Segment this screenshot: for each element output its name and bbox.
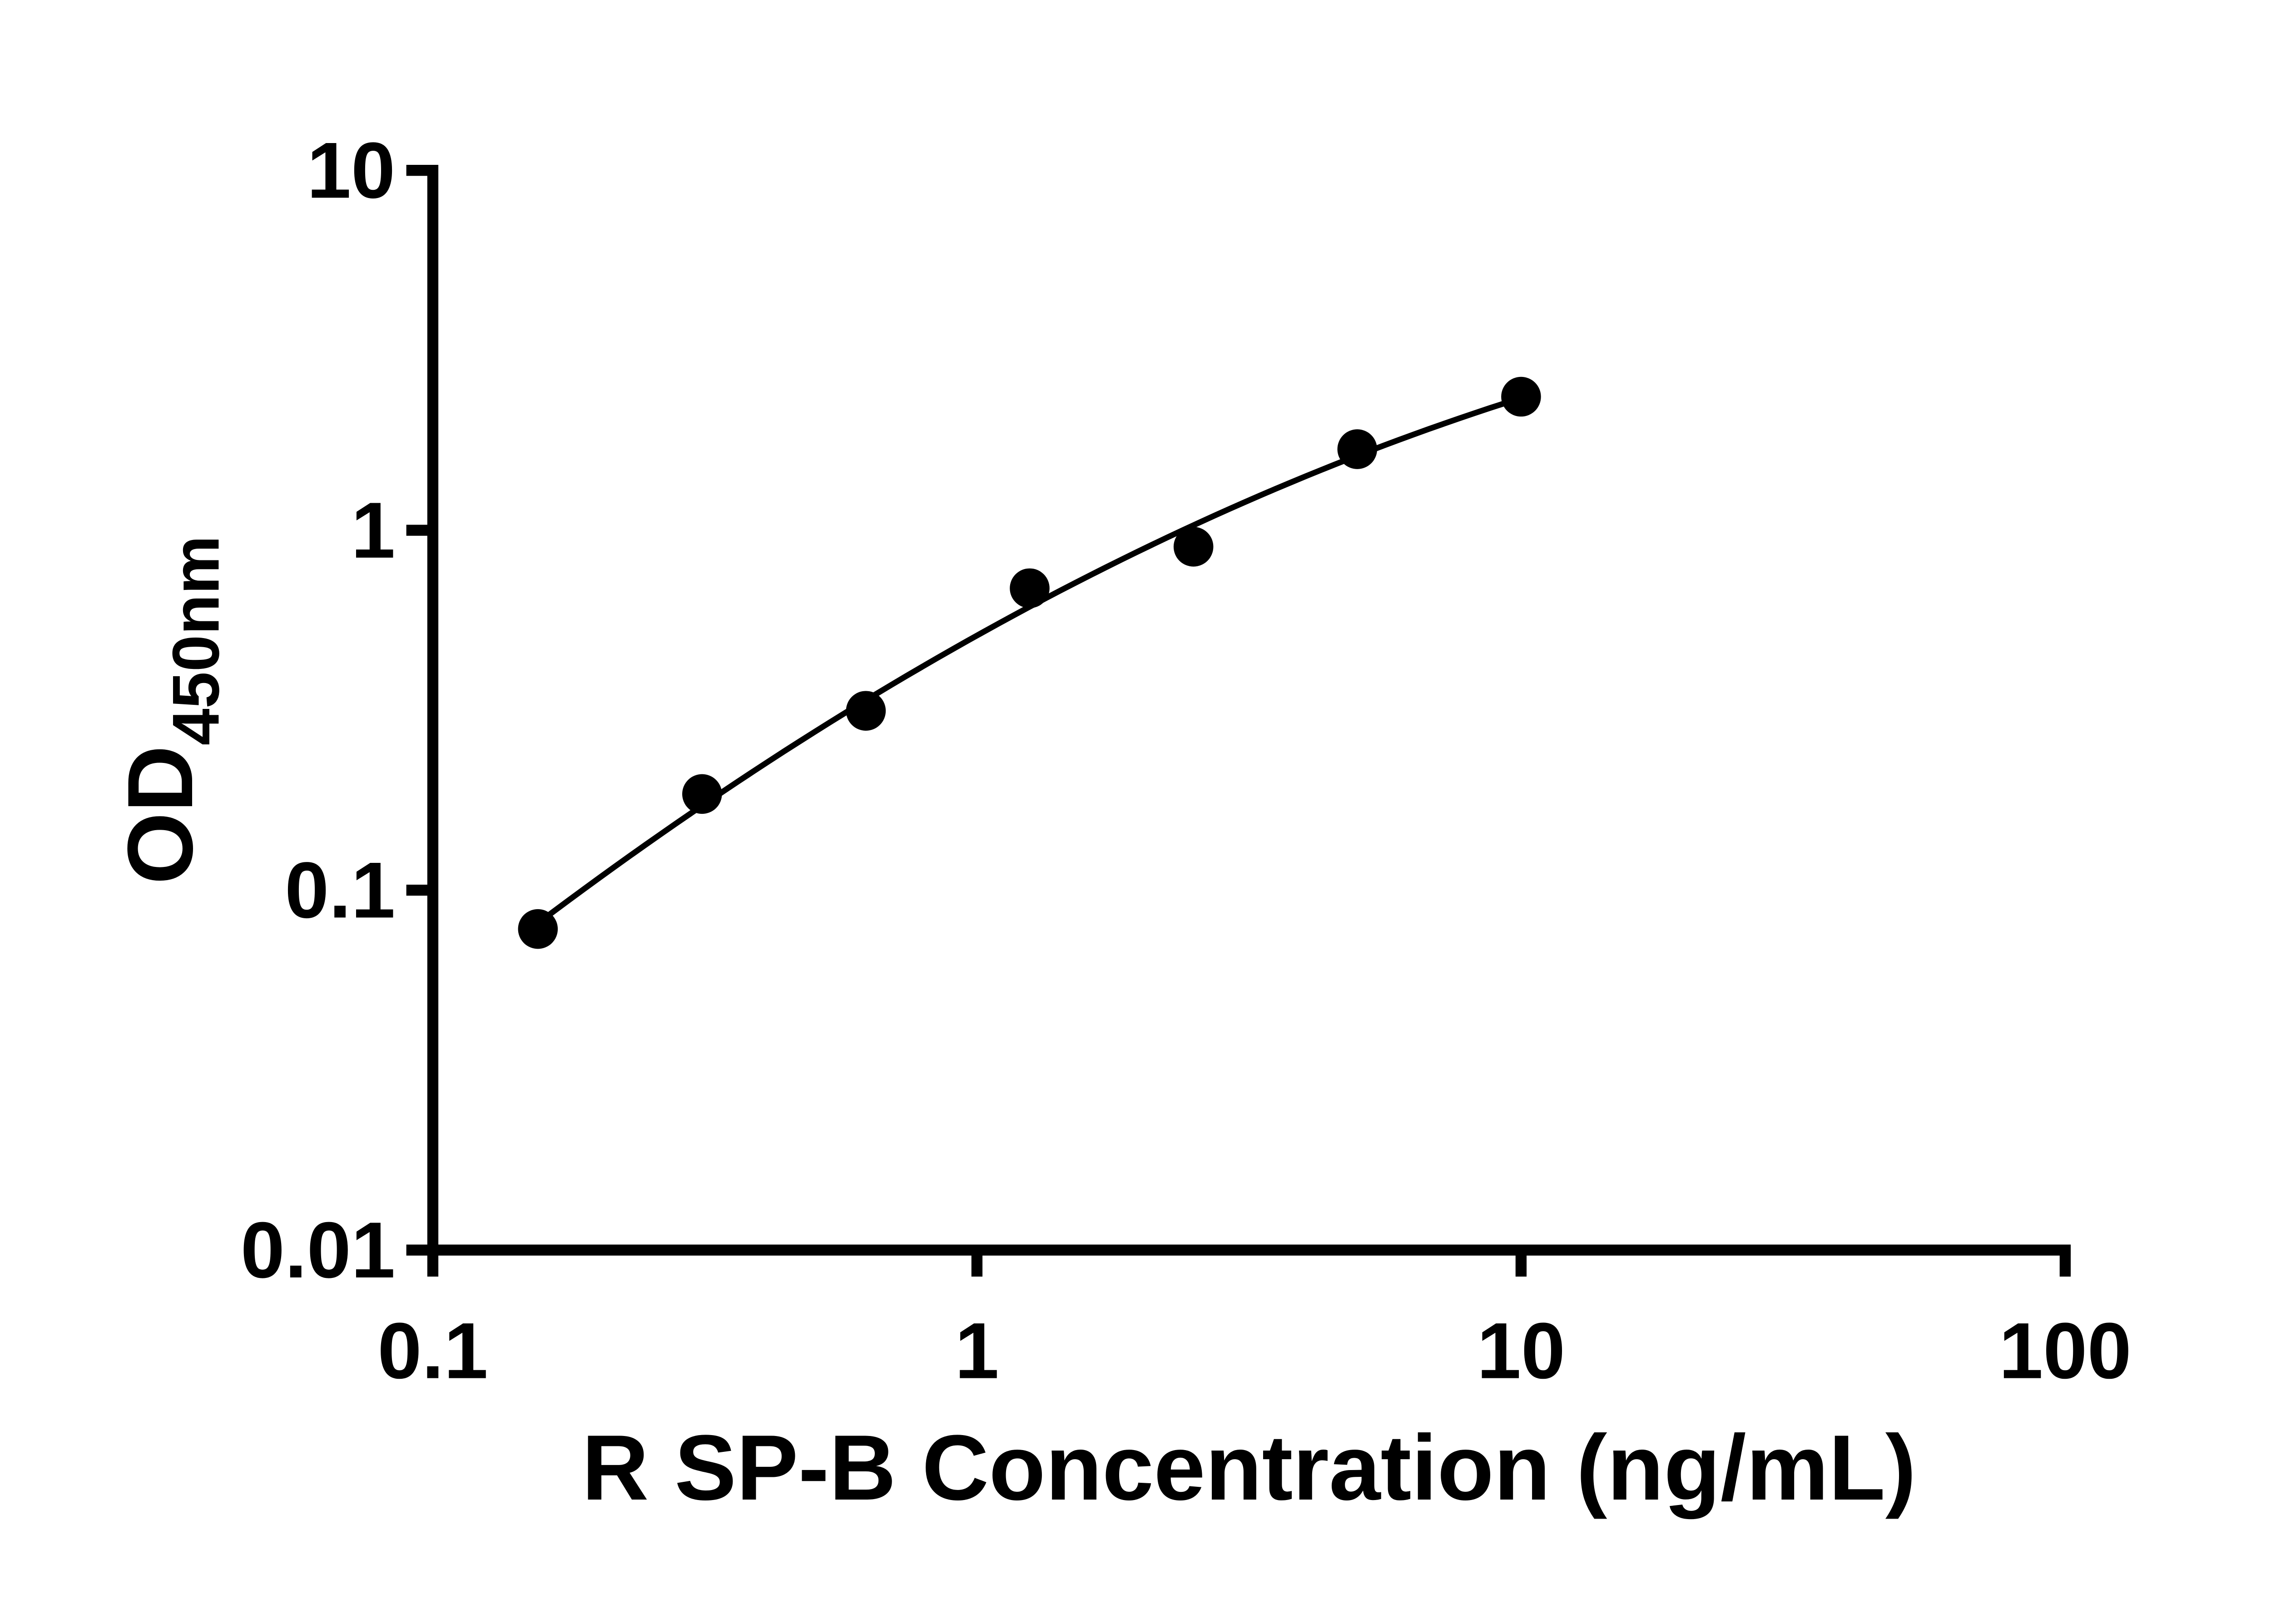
x-tick-label: 100 xyxy=(1999,1307,2132,1396)
y-axis-title: OD450nm xyxy=(109,535,233,884)
plot-area: 0.1 1 10 100 0.01 0.1 1 10 xyxy=(241,126,2132,1395)
fit-curve xyxy=(536,395,1522,926)
data-point xyxy=(518,909,558,949)
data-point xyxy=(1337,429,1378,469)
x-axis-title: R SP-B Concentration (ng/mL) xyxy=(582,1416,1916,1520)
x-tick-label: 0.1 xyxy=(377,1307,488,1396)
y-tick-label: 1 xyxy=(351,486,395,575)
data-point xyxy=(1501,376,1541,417)
y-axis-title-main: OD xyxy=(109,745,212,884)
x-tick-label: 1 xyxy=(955,1307,999,1396)
y-tick-label: 0.1 xyxy=(285,846,395,935)
y-tick-label: 0.01 xyxy=(241,1206,396,1295)
data-point xyxy=(682,774,722,814)
data-point xyxy=(1173,527,1214,567)
data-point xyxy=(1010,568,1050,609)
y-axis-title-subscript: 450nm xyxy=(159,535,233,745)
x-tick-label: 10 xyxy=(1477,1307,1566,1396)
y-tick-label: 10 xyxy=(307,126,396,215)
data-point xyxy=(846,691,886,731)
